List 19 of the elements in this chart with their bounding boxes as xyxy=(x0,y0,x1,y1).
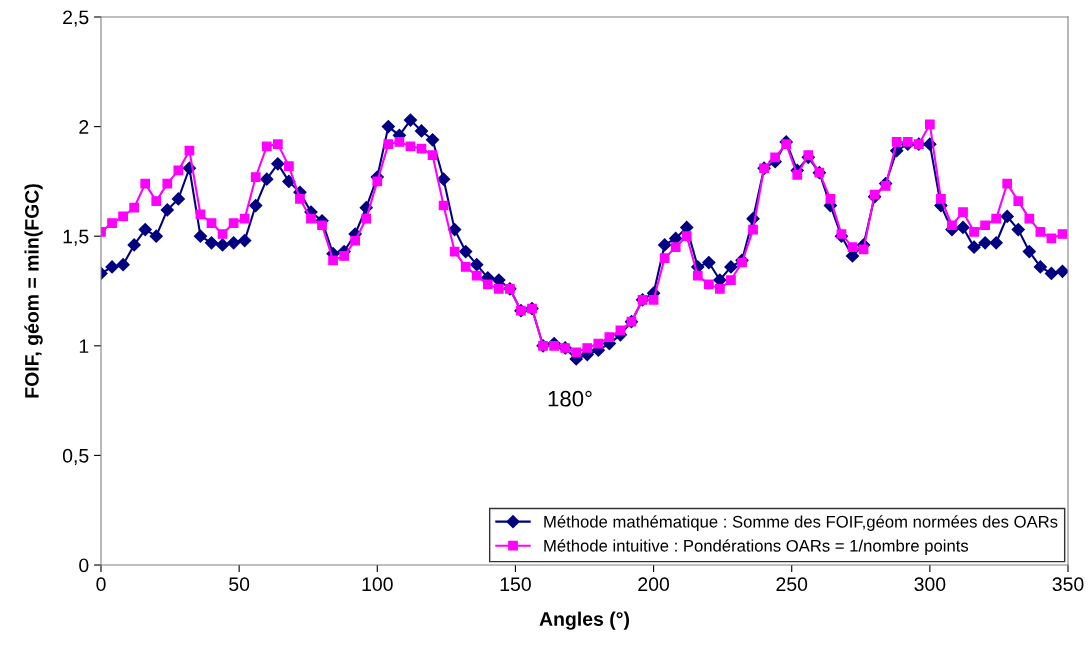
y-tick-label: 1,5 xyxy=(63,229,89,246)
x-axis-title: Angles (°) xyxy=(539,611,630,630)
x-tick-label: 0 xyxy=(96,577,106,592)
y-axis-title: FOIF, géom = min(FGC) xyxy=(24,184,43,398)
x-tick-label: 200 xyxy=(638,577,670,592)
x-tick-label: 300 xyxy=(914,577,946,592)
x-tick-label: 150 xyxy=(500,577,531,592)
y-tick-label: 0 xyxy=(79,558,89,573)
x-tick-label: 50 xyxy=(229,577,250,592)
legend-label: Méthode mathématique : Somme des FOIF,géom normées des OARs xyxy=(544,515,1058,531)
legend-label: Méthode intuitive : Pondérations OARs = 1/nombre points xyxy=(544,539,969,555)
y-tick-label: 1 xyxy=(79,339,89,353)
x-tick-label: 250 xyxy=(776,577,808,592)
annotation: 180° xyxy=(548,390,592,407)
y-tick-label: 2,5 xyxy=(63,10,89,27)
y-tick-label: 2 xyxy=(79,120,89,134)
x-tick-label: 100 xyxy=(362,577,393,592)
y-tick-label: 0,5 xyxy=(62,448,89,465)
x-tick-label: 350 xyxy=(1052,577,1084,592)
